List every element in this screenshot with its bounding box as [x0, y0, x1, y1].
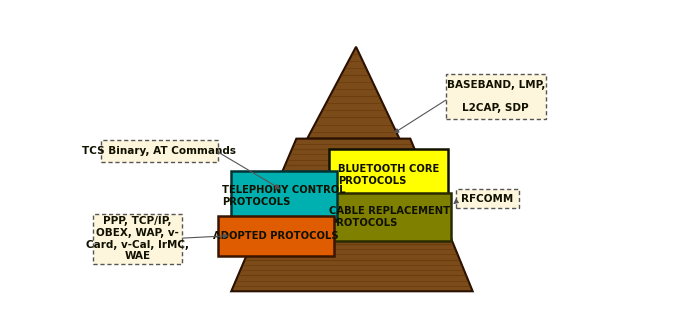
Text: TELEPHONY CONTROL
PROTOCOLS: TELEPHONY CONTROL PROTOCOLS — [223, 185, 346, 207]
Text: TCS Binary, AT Commands: TCS Binary, AT Commands — [83, 146, 237, 156]
Polygon shape — [307, 47, 400, 139]
Text: PPP, TCP/IP,
OBEX, WAP, v-
Card, v-Cal, IrMC,
WAE: PPP, TCP/IP, OBEX, WAP, v- Card, v-Cal, … — [86, 216, 189, 261]
Text: RFCOMM: RFCOMM — [461, 194, 514, 204]
FancyBboxPatch shape — [231, 171, 337, 221]
FancyBboxPatch shape — [101, 140, 218, 162]
Text: BLUETOOTH CORE
PROTOCOLS: BLUETOOTH CORE PROTOCOLS — [338, 164, 439, 186]
Text: CABLE REPLACEMENT
PROTOCOLS: CABLE REPLACEMENT PROTOCOLS — [330, 206, 451, 228]
Text: ADOPTED PROTOCOLS: ADOPTED PROTOCOLS — [214, 231, 339, 241]
FancyBboxPatch shape — [456, 189, 519, 208]
FancyBboxPatch shape — [329, 193, 451, 241]
Polygon shape — [231, 139, 472, 291]
FancyBboxPatch shape — [93, 214, 183, 264]
FancyBboxPatch shape — [329, 149, 448, 201]
FancyBboxPatch shape — [446, 74, 546, 119]
Text: BASEBAND, LMP,

L2CAP, SDP: BASEBAND, LMP, L2CAP, SDP — [447, 80, 545, 113]
FancyBboxPatch shape — [218, 216, 335, 256]
